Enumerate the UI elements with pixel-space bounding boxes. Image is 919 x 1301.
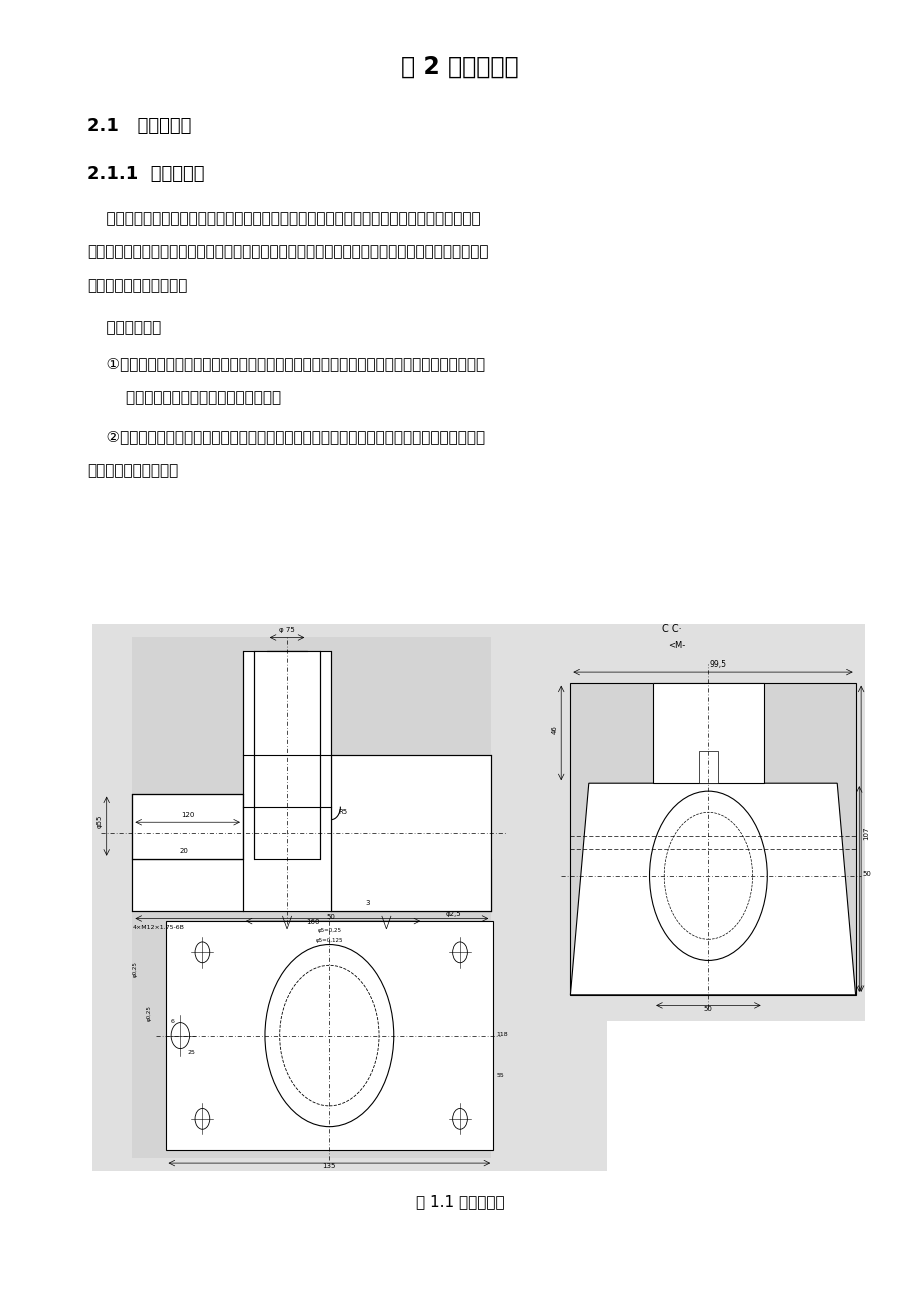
Text: ②降低速度之时将负载惯量降低，减速比的平方値即为减少的惯量。故而平常的生活中所用较: ②降低速度之时将负载惯量降低，减速比的平方値即为减少的惯量。故而平常的生活中所用… [87,429,485,445]
Bar [331,755,491,911]
Bar [570,683,855,995]
Text: 50: 50 [862,870,871,877]
Bar [698,752,717,783]
Text: φ0,25: φ0,25 [147,1006,152,1021]
Text: 99,5: 99,5 [709,660,725,669]
Text: 107: 107 [862,826,868,839]
Circle shape [452,1108,467,1129]
Text: 点，它们开展的运动依据一定的传动关系协调开展。故而，托架生产质量的高低，直接关系到机械精: 点，它们开展的运动依据一定的传动关系协调开展。故而，托架生产质量的高低，直接关系… [87,245,488,260]
Bar [652,683,763,783]
Text: 第 2 章工艺设计: 第 2 章工艺设计 [401,55,518,78]
Text: 度，使用时长以及性能。: 度，使用时长以及性能。 [87,278,187,294]
Text: 55: 55 [496,1073,504,1079]
Text: φ55: φ55 [96,814,103,829]
Text: 于托架而言，托架为较重要零件，在它的作用下，可连接轴，套以及齿轮，确保其拥有正确地: 于托架而言，托架为较重要零件，在它的作用下，可连接轴，套以及齿轮，确保其拥有正确… [87,211,481,226]
Bar [570,683,855,995]
Text: 160: 160 [306,919,319,925]
Circle shape [195,942,210,963]
Text: 3: 3 [366,900,369,907]
Text: φ5=0,25: φ5=0,25 [317,928,341,933]
Text: 135: 135 [323,1163,335,1170]
Bar [243,650,331,911]
Text: 2.1.1  零件的作用: 2.1.1 零件的作用 [87,165,205,183]
Text: 多，作用也较为关键。: 多，作用也较为关键。 [87,463,178,479]
Circle shape [195,1108,210,1129]
Bar [267,650,307,729]
Text: φ2,5: φ2,5 [445,911,460,917]
Text: 25: 25 [187,1050,195,1055]
Text: 118: 118 [496,1032,508,1037]
Polygon shape [570,783,855,995]
Bar [132,859,491,911]
Bar [132,916,491,1158]
Text: 50: 50 [326,913,335,920]
Text: <M-: <M- [667,641,685,650]
Text: 图 1.1 托架零件图: 图 1.1 托架零件图 [415,1194,504,1210]
Text: φ5=0,125: φ5=0,125 [315,938,343,943]
Bar [165,921,493,1150]
Text: 50: 50 [703,1006,712,1012]
Circle shape [452,942,467,963]
Text: R5: R5 [338,809,347,816]
Bar [652,683,763,783]
Text: 120: 120 [181,812,194,818]
Bar [132,794,243,859]
Text: 4×M12×1.75-6B: 4×M12×1.75-6B [132,925,184,930]
Bar [254,650,320,859]
Text: φ 75: φ 75 [278,627,295,634]
Text: 46: 46 [550,725,557,734]
Circle shape [171,1023,189,1049]
Text: 里要关注切不可比托架额定扔矩还大。: 里要关注切不可比托架额定扔矩还大。 [87,390,281,406]
Text: ①降低速度之时将输出扔矩提升，根据电机的输出与减速比的乘积就可得到扔矩输出比例，这: ①降低速度之时将输出扔矩提升，根据电机的输出与减速比的乘积就可得到扔矩输出比例，… [87,356,485,372]
Bar [132,794,243,859]
Text: 6: 6 [171,1019,175,1024]
Text: 20: 20 [179,848,188,855]
Text: 托架的作用：: 托架的作用： [87,320,162,336]
Text: 2.1   零件的分析: 2.1 零件的分析 [87,117,191,135]
Circle shape [265,945,393,1127]
Text: C C·: C C· [662,624,681,635]
Circle shape [649,791,766,960]
Text: φ0,25: φ0,25 [132,961,137,977]
Bar [132,637,491,1158]
